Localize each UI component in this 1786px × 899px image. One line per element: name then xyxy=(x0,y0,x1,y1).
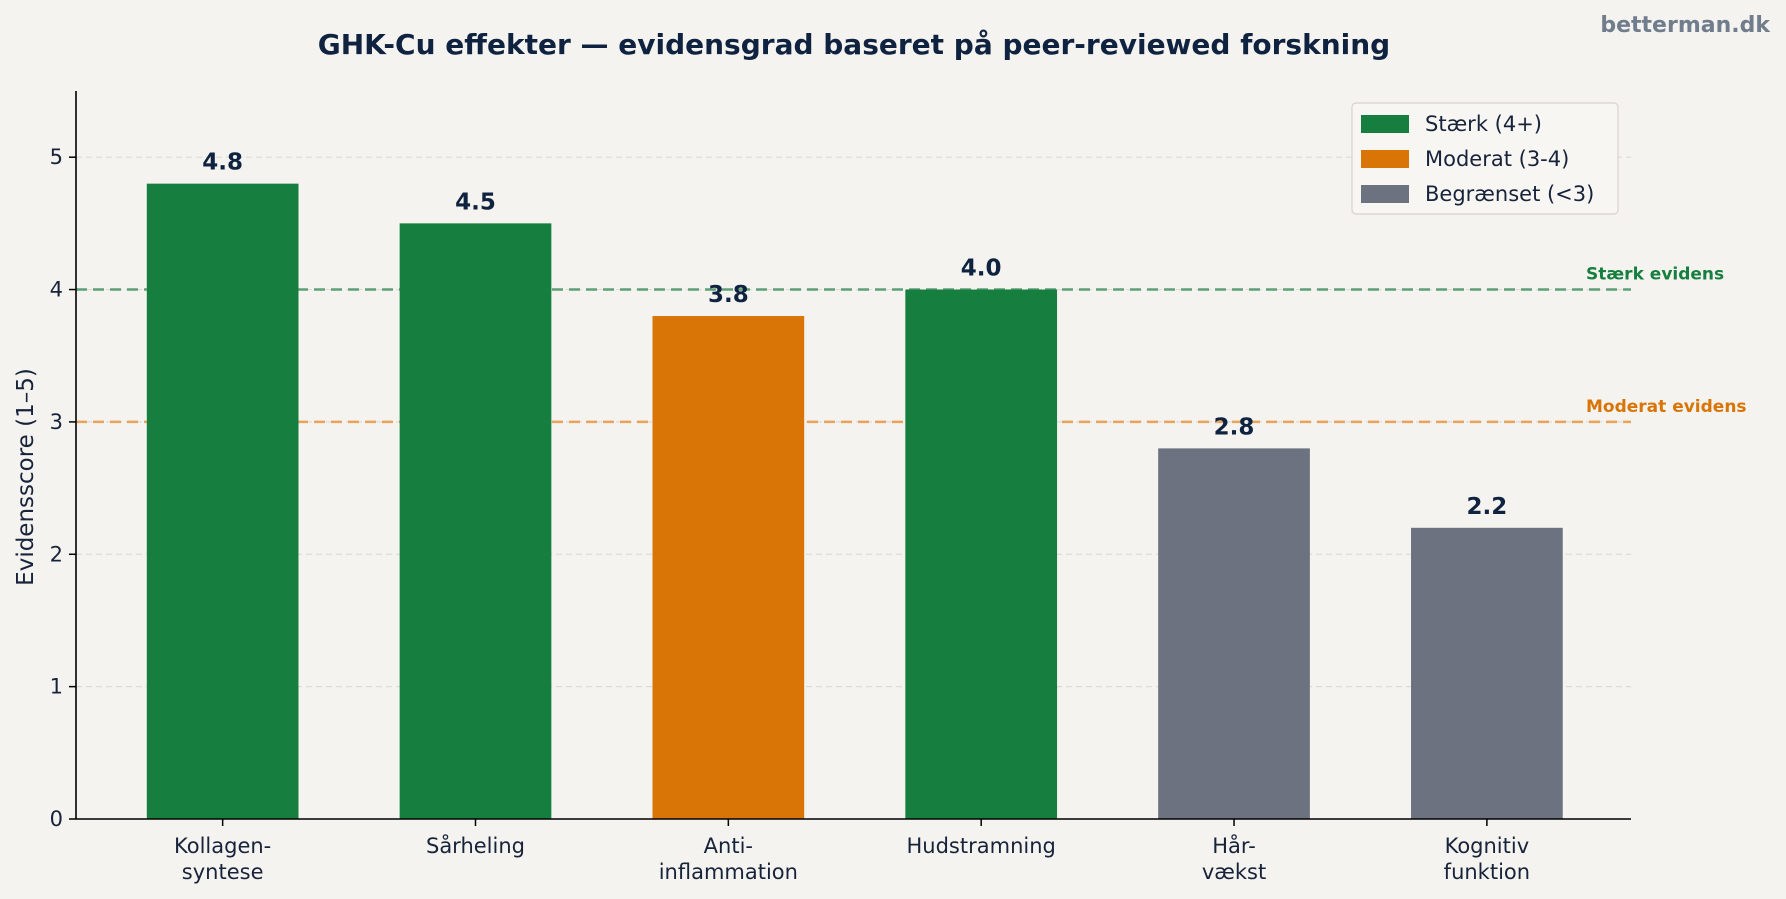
legend-box xyxy=(1351,102,1619,215)
x-tick-label: Hår-vækst xyxy=(1202,833,1266,884)
bar xyxy=(1158,448,1310,819)
x-tick-label: Anti-inflammation xyxy=(659,834,798,884)
reference-line-label: Stærk evidens xyxy=(1586,265,1724,285)
bar-value-label: 4.5 xyxy=(455,189,496,215)
bar-value-label: 3.8 xyxy=(708,282,749,308)
x-tick-label-line: funktion xyxy=(1444,860,1530,884)
bar xyxy=(1411,527,1563,819)
bar xyxy=(399,223,552,819)
x-tick-label: Sårheling xyxy=(426,833,525,858)
legend-swatch xyxy=(1361,185,1409,203)
legend-entry-label: Moderat (3-4) xyxy=(1425,147,1569,171)
chart-title: GHK-Cu effekter — evidensgrad baseret på… xyxy=(318,28,1390,61)
bar-value-label: 2.8 xyxy=(1214,414,1255,440)
watermark: betterman.dk xyxy=(1600,13,1771,38)
x-tick-label-line: Anti- xyxy=(704,834,753,858)
y-tick-label: 5 xyxy=(50,145,63,169)
y-tick-label: 1 xyxy=(50,675,63,699)
y-axis-label: Evidensscore (1–5) xyxy=(13,368,39,586)
x-tick-label: Kognitiv funktion xyxy=(1444,834,1530,884)
bar xyxy=(905,289,1058,820)
legend: Stærk (4+) Moderat (3-4) Begrænset (<3) xyxy=(1351,102,1619,215)
y-tick-label: 2 xyxy=(50,542,63,566)
y-tick-label: 3 xyxy=(50,410,63,434)
x-tick-label-line: vækst xyxy=(1202,860,1266,884)
reference-lines: Stærk evidens Moderat evidens xyxy=(76,265,1747,424)
y-tick-label: 4 xyxy=(50,278,63,302)
bar xyxy=(652,316,805,819)
reference-line-label: Moderat evidens xyxy=(1586,397,1747,417)
axes: 0 1 2 3 4 5 Kollagen-syntese Sårheling Anti-infl… xyxy=(50,91,1631,884)
x-tick-label-line: Hudstramning xyxy=(907,834,1056,858)
x-tick-label-line: syntese xyxy=(182,860,264,884)
x-tick-label-line: Kollagen- xyxy=(174,834,271,858)
bar xyxy=(146,183,299,819)
grid-lines xyxy=(76,156,1631,688)
x-tick-label-line: inflammation xyxy=(659,860,798,884)
bars xyxy=(146,183,1563,820)
x-tick-label-line: Sårheling xyxy=(426,833,525,858)
legend-swatch xyxy=(1361,150,1409,168)
bar-value-label: 4.0 xyxy=(961,256,1002,282)
bar-value-label: 4.8 xyxy=(202,150,243,176)
legend-entry-label: Begrænset (<3) xyxy=(1425,182,1594,206)
x-tick-label: Hudstramning xyxy=(907,834,1056,858)
data-labels: 4.8 4.5 3.8 4.0 2.8 2.2 xyxy=(202,150,1507,520)
x-tick-label: Kollagen-syntese xyxy=(174,834,271,884)
legend-entry-label: Stærk (4+) xyxy=(1425,112,1542,136)
bar-value-label: 2.2 xyxy=(1467,494,1508,520)
x-tick-label-line: Kognitiv xyxy=(1445,834,1530,858)
y-tick-label: 0 xyxy=(50,807,63,831)
x-tick-label-line: Hår- xyxy=(1212,833,1256,858)
legend-swatch xyxy=(1361,115,1409,133)
